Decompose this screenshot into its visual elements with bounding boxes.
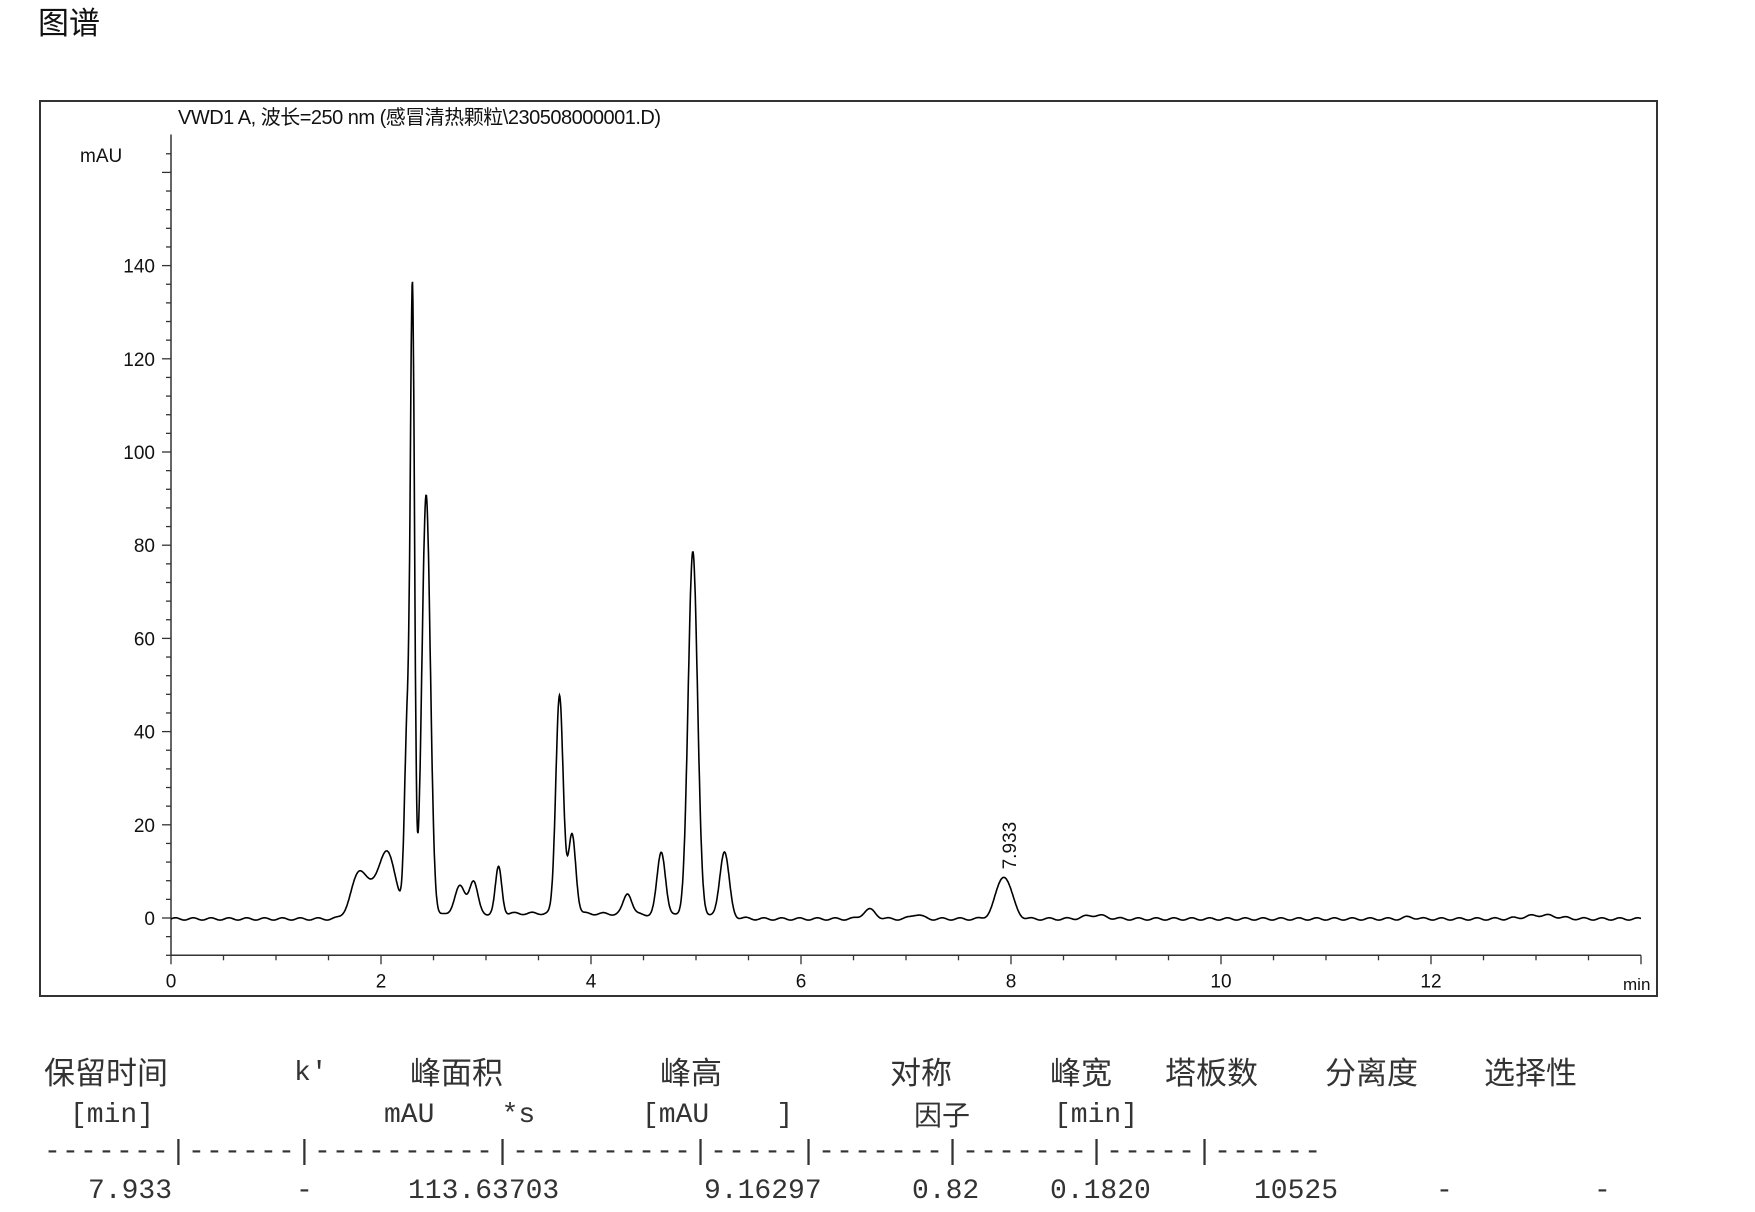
y-axis-label: mAU — [80, 146, 122, 167]
header-k: k' — [294, 1058, 328, 1089]
unit-symmetry: 因子 — [914, 1099, 971, 1132]
cell-retention-time: 7.933 — [88, 1176, 173, 1207]
y-tick-label: 40 — [134, 723, 155, 744]
y-tick-label: 0 — [144, 909, 155, 930]
peak-labels: 7.933 — [1000, 822, 1021, 870]
header-plates: 塔板数 — [1165, 1056, 1258, 1092]
y-tick-label: 80 — [134, 536, 155, 557]
x-tick-label: 0 — [166, 971, 177, 992]
cell-symmetry: 0.82 — [912, 1176, 980, 1207]
axes: 0 20 40 60 80 100 120 140 0 2 4 6 8 10 12 — [123, 134, 1642, 992]
chromatogram-trace — [170, 281, 1642, 921]
y-tick-label: 100 — [123, 443, 155, 464]
x-tick-label: 6 — [796, 971, 807, 992]
cell-width: 0.1820 — [1050, 1176, 1151, 1207]
x-tick-label: 2 — [376, 971, 387, 992]
y-tick-label: 60 — [134, 629, 155, 650]
x-axis-label: min — [1623, 975, 1650, 994]
cell-plates: 10525 — [1254, 1176, 1339, 1207]
x-tick-label: 12 — [1420, 971, 1441, 992]
y-tick-label: 120 — [123, 350, 155, 371]
chart-title: VWD1 A, 波长=250 nm (感冒清热颗粒\230508000001.D… — [178, 106, 661, 129]
table-units-row: [min] mAU *s [mAU ] 因子 [min] — [44, 1100, 1704, 1132]
y-tick-label: 140 — [123, 257, 155, 278]
table-separator: -------|------|----------|----------|---… — [44, 1137, 1323, 1168]
x-tick-label: 8 — [1006, 971, 1017, 992]
header-selectivity: 选择性 — [1484, 1056, 1577, 1092]
cell-k: - — [296, 1176, 313, 1207]
unit-height: [mAU ] — [642, 1100, 794, 1131]
peak-label: 7.933 — [1000, 822, 1021, 870]
unit-width: [min] — [1054, 1100, 1139, 1131]
header-symmetry: 对称 — [890, 1056, 952, 1092]
table-row: 7.933 - 113.63703 9.16297 0.82 0.1820 10525 - - — [44, 1176, 1704, 1208]
unit-area: mAU *s — [384, 1100, 536, 1131]
header-area: 峰面积 — [410, 1056, 503, 1092]
table-header-row: 保留时间 k' 峰面积 峰高 对称 峰宽 塔板数 分离度 选择性 — [44, 1056, 1704, 1092]
header-retention-time: 保留时间 — [44, 1056, 168, 1092]
header-resolution: 分离度 — [1325, 1056, 1418, 1092]
unit-retention-time: [min] — [70, 1100, 155, 1131]
section-heading: 图谱 — [38, 6, 100, 42]
x-tick-label: 10 — [1210, 971, 1231, 992]
cell-resolution: - — [1436, 1176, 1453, 1207]
cell-area: 113.63703 — [408, 1176, 560, 1207]
plot-frame — [39, 100, 1658, 997]
cell-height: 9.16297 — [704, 1176, 822, 1207]
x-tick-label: 4 — [586, 971, 597, 992]
cell-selectivity: - — [1594, 1176, 1611, 1207]
header-height: 峰高 — [660, 1056, 722, 1092]
y-tick-label: 20 — [134, 816, 155, 837]
chromatogram: VWD1 A, 波长=250 nm (感冒清热颗粒\230508000001.D… — [39, 100, 1658, 997]
header-width: 峰宽 — [1050, 1056, 1112, 1092]
